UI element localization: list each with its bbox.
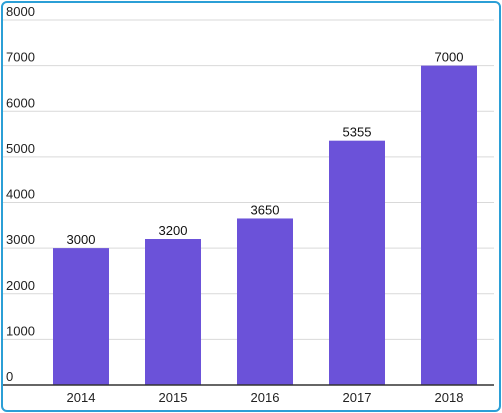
y-tick-label: 2000 xyxy=(6,278,35,293)
data-label: 5355 xyxy=(343,125,372,140)
y-tick-label: 5000 xyxy=(6,141,35,156)
y-tick-label: 4000 xyxy=(6,187,35,202)
y-tick-label: 6000 xyxy=(6,95,35,110)
x-tick-label: 2016 xyxy=(251,390,280,405)
x-tick-label: 2015 xyxy=(159,390,188,405)
y-tick-label: 7000 xyxy=(6,50,35,65)
x-tick-label: 2014 xyxy=(67,390,96,405)
bar-2015 xyxy=(145,239,201,385)
data-label: 3000 xyxy=(67,232,96,247)
bar-2017 xyxy=(329,140,385,385)
data-labels: 3000 3200 3650 5355 7000 xyxy=(67,50,464,248)
y-axis-ticks: 0 1000 2000 3000 4000 5000 6000 7000 8000 xyxy=(6,4,35,384)
bar-2014 xyxy=(53,248,109,385)
x-tick-label: 2018 xyxy=(435,390,464,405)
y-tick-label: 3000 xyxy=(6,232,35,247)
data-label: 3200 xyxy=(159,223,188,238)
bar-2016 xyxy=(237,218,293,385)
y-tick-label: 8000 xyxy=(6,4,35,19)
x-tick-label: 2017 xyxy=(343,390,372,405)
x-axis-ticks: 2014 2015 2016 2017 2018 xyxy=(67,390,464,405)
y-tick-label: 0 xyxy=(6,369,13,384)
bars xyxy=(53,65,477,385)
y-tick-label: 1000 xyxy=(6,323,35,338)
bar-2018 xyxy=(421,65,477,385)
data-label: 7000 xyxy=(435,50,464,65)
data-label: 3650 xyxy=(251,202,280,217)
